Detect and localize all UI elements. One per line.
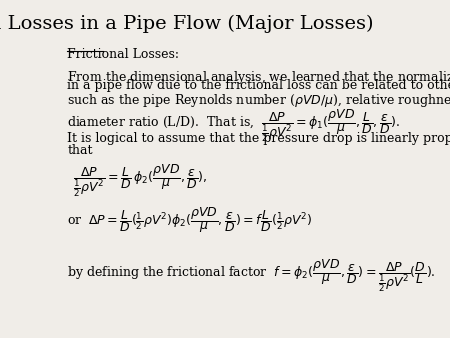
Text: by defining the frictional factor  $f = \phi_2(\dfrac{\rho VD}{\mu}, \dfrac{\var: by defining the frictional factor $f = \… [67,257,436,293]
Text: in a pipe flow due to the frictional loss can be related to other dimensionless : in a pipe flow due to the frictional los… [67,79,450,92]
Text: such as the pipe Reynolds number ($\rho VD/\mu$), relative roughness ($\varepsil: such as the pipe Reynolds number ($\rho … [67,92,450,109]
Text: or  $\Delta P = \dfrac{L}{D}(\frac{1}{2}\rho V^2)\phi_2(\dfrac{\rho VD}{\mu}, \d: or $\Delta P = \dfrac{L}{D}(\frac{1}{2}\… [67,206,313,236]
Text: $\dfrac{\Delta P}{\frac{1}{2}\rho V^2} = \dfrac{L}{D}\,\phi_2(\dfrac{\rho VD}{\m: $\dfrac{\Delta P}{\frac{1}{2}\rho V^2} =… [73,163,208,199]
Text: From the dimensional analysis, we learned that the normalized pressure drop, $\D: From the dimensional analysis, we learne… [67,67,450,89]
Text: diameter ratio (L/D).  That is,  $\dfrac{\Delta P}{\frac{1}{2}\rho V^2} = \phi_1: diameter ratio (L/D). That is, $\dfrac{\… [67,107,400,144]
Text: Frictional Losses in a Pipe Flow (Major Losses): Frictional Losses in a Pipe Flow (Major … [0,15,373,33]
Text: It is logical to assume that the pressure drop is linearly proportional to the p: It is logical to assume that the pressur… [67,132,450,145]
Text: Frictional Losses:: Frictional Losses: [67,48,179,61]
Text: that: that [67,144,93,158]
